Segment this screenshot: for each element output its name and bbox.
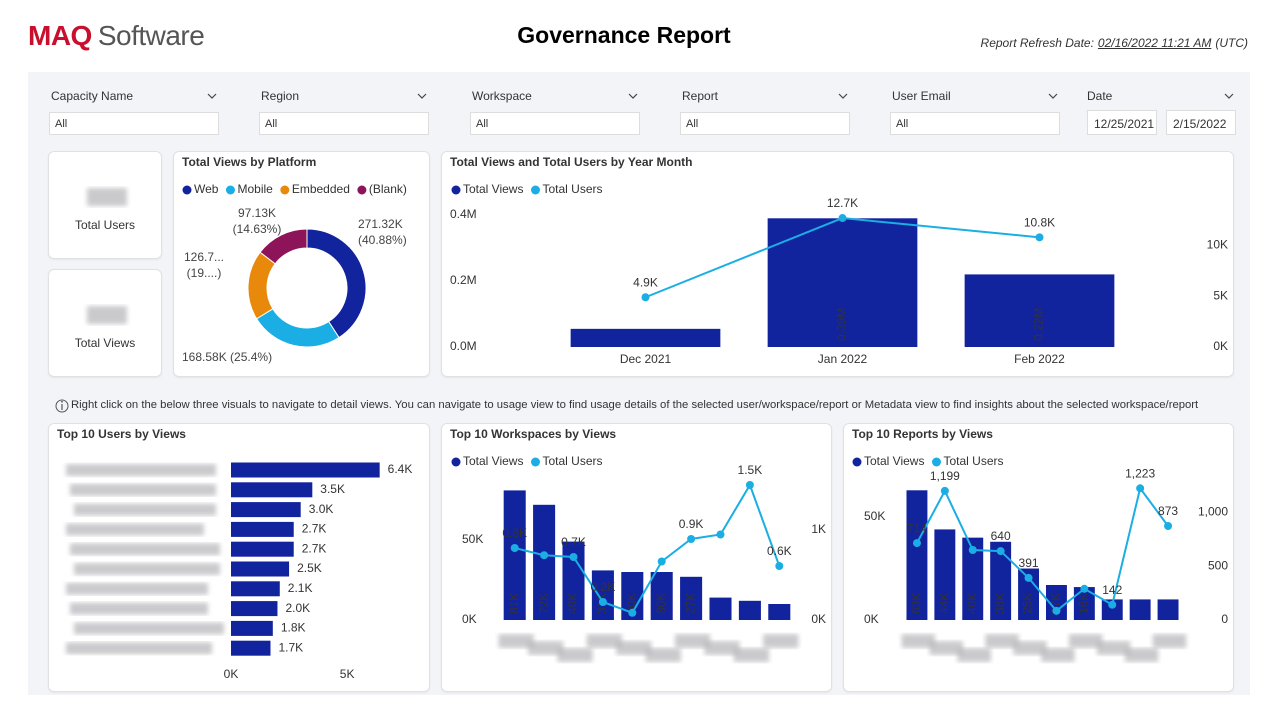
filter-label: Workspace (472, 89, 532, 103)
refresh-label: Report Refresh Date: (980, 36, 1094, 50)
refresh-date: 02/16/2022 11:21 AM (1097, 36, 1212, 50)
data-label: 126.7... (19....) (183, 250, 225, 280)
filter-label: Report (682, 89, 719, 103)
data-label: 168.58K (25.4%) (182, 350, 273, 364)
note: Right click on the below three visuals t… (71, 399, 1199, 411)
filter-label: Region (261, 89, 300, 103)
chart-panel (441, 423, 832, 692)
refresh-zone: (UTC) (1215, 36, 1248, 50)
card-label: Total Views (74, 336, 136, 350)
logo-name: Software (97, 20, 205, 51)
filter-label: Capacity Name (51, 89, 134, 103)
filter-label: Date (1087, 89, 1113, 103)
card-panel (48, 269, 162, 377)
filter-label: User Email (892, 89, 951, 103)
report-title: Governance Report (517, 22, 731, 48)
data-label: 97.13K (14.63%) (232, 206, 282, 236)
chart-panel (843, 423, 1234, 692)
refresh-info: Report Refresh Date: 02/16/2022 11:21 AM(… (981, 36, 1248, 50)
chart-panel (441, 151, 1234, 377)
filter-dropdown[interactable]: All (890, 112, 1060, 135)
filter-dropdown[interactable]: All (470, 112, 640, 135)
data-label: 271.32K (40.88%) (358, 217, 407, 247)
card-panel (48, 151, 162, 259)
filter-dropdown[interactable]: All (49, 112, 219, 135)
date-start[interactable]: 12/25/2021 (1087, 110, 1157, 135)
logo-brand: MAQ (28, 20, 92, 51)
filter-dropdown[interactable]: All (259, 112, 429, 135)
card-label: Total Users (74, 218, 136, 232)
filter-dropdown[interactable]: All (680, 112, 850, 135)
date-end[interactable]: 2/15/2022 (1166, 110, 1236, 135)
chart-panel (48, 423, 430, 692)
logo: MAQ Software (28, 20, 205, 52)
